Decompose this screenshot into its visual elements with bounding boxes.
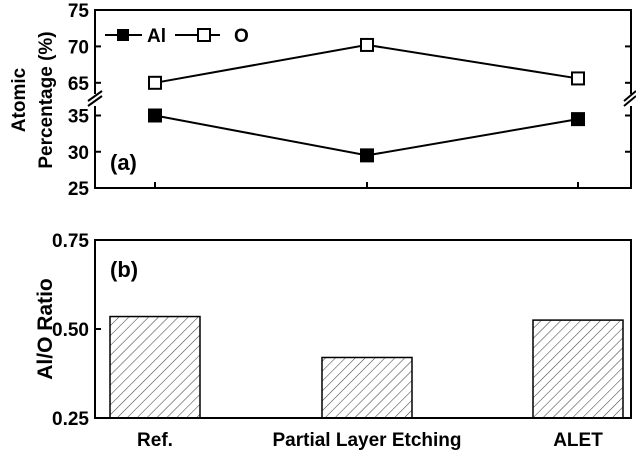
panel-a-ytick-label: 70 bbox=[68, 37, 89, 58]
bar-1 bbox=[109, 315, 201, 419]
legend-al-label: Al bbox=[147, 26, 166, 47]
legend-al-marker bbox=[117, 29, 129, 41]
panel-a: 25 30 35 65 70 75 Atomic Percentage (%) (a) A… bbox=[9, 1, 636, 200]
panel-a-ylabel-line2: Percentage (%) bbox=[36, 31, 57, 168]
panel-b-ytick-label: 0.25 bbox=[52, 409, 89, 430]
legend-o-label: O bbox=[234, 26, 249, 47]
bar-3 bbox=[532, 319, 624, 419]
panel-a-ytick-label: 75 bbox=[68, 1, 90, 22]
panel-a-label: (a) bbox=[110, 150, 137, 175]
panel-b: 0.25 0.50 0.75 Al/O Ratio (b) Ref. Partial … bbox=[34, 231, 632, 450]
panel-b-ytick-label: 0.50 bbox=[52, 320, 89, 341]
axis-break-slash-right-2 bbox=[623, 90, 636, 102]
panel-a-ylabel-line1: Atomic bbox=[9, 67, 30, 132]
axis-break-slash-left-2 bbox=[87, 90, 103, 102]
axis-break-slash-right-1 bbox=[623, 95, 636, 107]
panel-a-ytick-label: 25 bbox=[68, 179, 90, 200]
panel-b-ytick-label: 0.75 bbox=[52, 231, 89, 252]
series-al-point bbox=[360, 148, 374, 163]
panel-b-label: (b) bbox=[110, 257, 138, 282]
x-category-label: Partial Layer Etching bbox=[272, 430, 461, 450]
series-o-point bbox=[571, 71, 585, 86]
series-al-point bbox=[148, 108, 162, 123]
x-category-label: ALET bbox=[553, 430, 603, 450]
panel-a-ytick-label: 30 bbox=[68, 143, 89, 164]
legend-o-marker bbox=[197, 28, 211, 42]
panel-b-ylabel: Al/O Ratio bbox=[34, 278, 57, 380]
panel-a-ytick-label: 65 bbox=[68, 74, 90, 95]
series-o-point bbox=[360, 37, 374, 52]
legend: Al O bbox=[105, 26, 249, 47]
axis-break-mask-right bbox=[620, 94, 636, 106]
series-o-point bbox=[148, 75, 162, 90]
axis-break-slash-left-1 bbox=[87, 95, 103, 107]
panel-a-ytick-label: 35 bbox=[68, 107, 90, 128]
bar-2 bbox=[321, 356, 413, 419]
series-al-point bbox=[571, 112, 585, 127]
x-category-label: Ref. bbox=[137, 430, 173, 450]
